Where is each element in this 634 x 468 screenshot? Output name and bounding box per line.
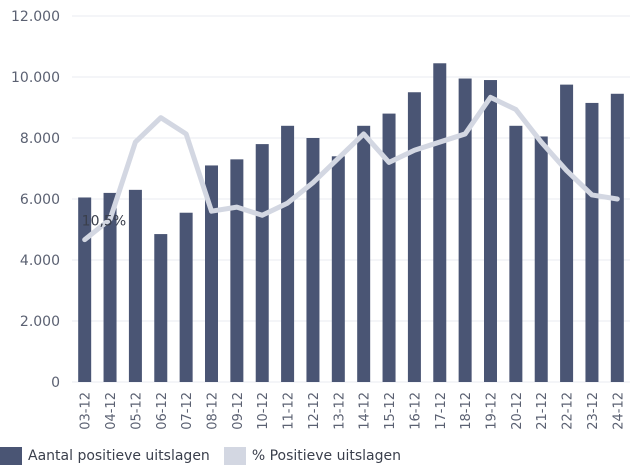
x-tick-label: 09-12 (231, 392, 246, 430)
x-tick-label: 15-12 (383, 392, 398, 430)
bar (610, 93, 624, 383)
x-tick-label: 22-12 (561, 392, 576, 430)
x-tick-label: 21-12 (535, 392, 550, 430)
bar (585, 102, 599, 383)
bar (357, 125, 371, 383)
bar (484, 80, 497, 383)
x-tick-label: 10-12 (256, 392, 271, 430)
bars-series (78, 63, 624, 383)
bar (128, 189, 142, 382)
x-tick-label: 13-12 (332, 392, 347, 430)
x-tick-label: 06-12 (155, 392, 170, 430)
bar (154, 234, 168, 382)
legend: Aantal positieve uitslagen % Positieve u… (0, 444, 415, 468)
line-series (82, 94, 620, 243)
legend-item-line: % Positieve uitslagen (223, 447, 401, 465)
x-tick-label: 12-12 (307, 392, 322, 430)
bar (433, 63, 447, 383)
y-tick-label: 0 (51, 375, 60, 391)
legend-swatch-line (223, 447, 246, 465)
y-tick-label: 12.000 (11, 9, 60, 25)
annotations: 10,5% (82, 214, 126, 230)
legend-label-bars: Aantal positieve uitslagen (28, 448, 210, 464)
y-axis-ticks: 0 2.000 4.000 6.000 8.000 10.000 12.000 (11, 9, 60, 391)
x-tick-label: 19-12 (485, 392, 500, 430)
bar (230, 159, 244, 382)
bar (281, 125, 295, 383)
x-tick-label: 18-12 (459, 392, 474, 430)
bar (306, 138, 320, 382)
x-tick-label: 07-12 (180, 392, 195, 430)
bar (179, 212, 193, 382)
y-tick-label: 8.000 (20, 131, 60, 147)
y-tick-label: 6.000 (20, 192, 60, 208)
x-tick-label: 24-12 (611, 392, 626, 430)
y-tick-label: 2.000 (20, 314, 60, 330)
y-tick-label: 4.000 (20, 253, 60, 269)
legend-label-line: % Positieve uitslagen (251, 448, 401, 464)
annotation-label: 10,5% (82, 214, 126, 230)
bar (560, 84, 574, 382)
y-tick-label: 10.000 (11, 70, 60, 86)
bar (331, 156, 345, 382)
bar (407, 92, 421, 382)
legend-item-bars: Aantal positieve uitslagen (0, 447, 210, 465)
bar (509, 125, 523, 383)
bar (78, 197, 92, 382)
bar (103, 192, 117, 382)
bar (382, 113, 396, 382)
x-tick-label: 16-12 (408, 392, 423, 430)
x-tick-label: 05-12 (129, 392, 144, 430)
bar (205, 165, 218, 382)
x-tick-label: 14-12 (358, 392, 373, 430)
x-tick-label: 08-12 (206, 392, 221, 430)
x-tick-label: 17-12 (434, 392, 449, 430)
x-axis-ticks: 03-12 04-12 05-12 06-12 07-12 08-12 09-12 10-12… (79, 392, 627, 430)
bar (255, 144, 269, 382)
x-tick-label: 04-12 (104, 392, 119, 430)
x-tick-label: 03-12 (79, 392, 94, 430)
x-tick-label: 20-12 (510, 392, 525, 430)
x-tick-label: 23-12 (586, 392, 601, 430)
bar (458, 78, 472, 383)
legend-swatch-bars (0, 447, 22, 465)
x-tick-label: 11-12 (282, 392, 297, 430)
line-series-path (82, 94, 620, 243)
bar (534, 136, 548, 382)
